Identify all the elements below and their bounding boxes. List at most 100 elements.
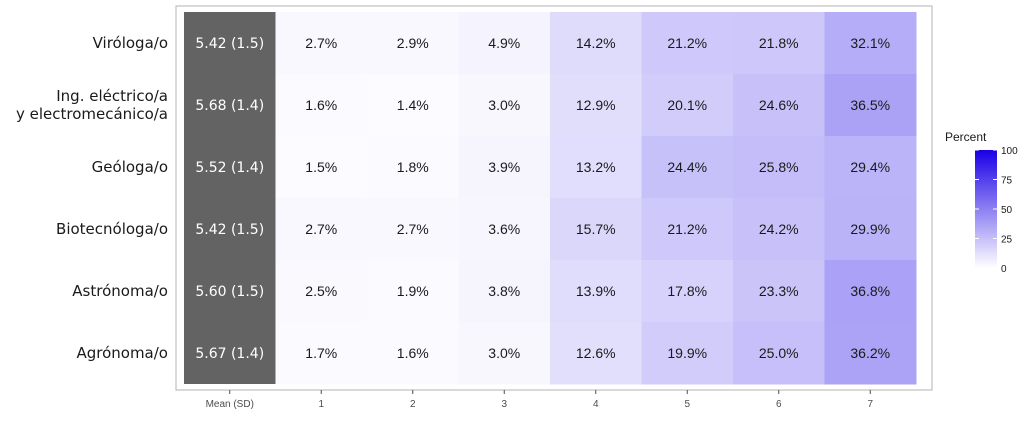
x-tick-label: 7	[867, 399, 873, 410]
row-labels: Viróloga/o Ing. eléctrico/a y electromecán…	[16, 34, 168, 362]
heat-cell	[550, 260, 642, 323]
heat-cell	[550, 136, 642, 199]
legend-tick-label: 25	[1001, 235, 1013, 246]
legend-tick-label: 75	[1001, 176, 1013, 187]
heat-cell	[641, 322, 734, 385]
heat-cell	[550, 322, 642, 385]
cell-value-label: 1.6%	[305, 97, 337, 113]
mean-cell	[184, 74, 276, 136]
mean-cell	[184, 260, 276, 322]
cell-value-label: 21.8%	[759, 35, 799, 51]
cell-value-label: 24.4%	[667, 159, 707, 175]
heat-cell	[458, 198, 551, 261]
heat-cell	[550, 74, 642, 137]
mean-sd-label: 5.67 (1.4)	[195, 346, 264, 362]
cell-value-label: 25.0%	[759, 345, 799, 361]
heat-cell	[458, 136, 551, 199]
cell-value-label: 1.5%	[305, 159, 337, 175]
heat-cell	[275, 198, 368, 261]
cell-value-label: 20.1%	[667, 97, 707, 113]
row-label: Agrónoma/o	[76, 344, 168, 362]
mean-sd-label: 5.42 (1.5)	[195, 222, 264, 238]
mean-sd-label: 5.68 (1.4)	[195, 98, 264, 114]
cell-value-label: 2.5%	[305, 283, 337, 299]
cell-value-label: 29.9%	[850, 221, 890, 237]
heat-cell	[367, 136, 459, 199]
cell-value-label: 23.3%	[759, 283, 799, 299]
row-label: Astrónoma/o	[72, 282, 168, 300]
heat-cell	[275, 260, 368, 323]
heat-cell	[824, 322, 917, 385]
heat-cell	[367, 198, 459, 261]
cell-value-label: 3.0%	[488, 97, 520, 113]
cell-value-label: 21.2%	[667, 35, 707, 51]
cell-value-label: 36.2%	[850, 345, 890, 361]
legend-tick-label: 0	[1001, 264, 1007, 275]
cell-value-label: 21.2%	[667, 221, 707, 237]
heat-cell	[458, 322, 551, 385]
cell-value-label: 29.4%	[850, 159, 890, 175]
cell-value-label: 12.6%	[576, 345, 616, 361]
mean-cell	[184, 322, 276, 384]
cell-value-label: 4.9%	[488, 35, 520, 51]
cell-value-label: 24.6%	[759, 97, 799, 113]
x-tick-label: 3	[501, 399, 507, 410]
mean-cell	[184, 136, 276, 198]
heat-cell	[733, 12, 825, 75]
cell-value-label: 1.8%	[397, 159, 429, 175]
heat-cell	[641, 260, 734, 323]
cell-value-label: 2.9%	[397, 35, 429, 51]
cell-value-label: 2.7%	[305, 221, 337, 237]
heat-cell	[275, 136, 368, 199]
heat-cell	[458, 260, 551, 323]
cell-value-label: 2.7%	[305, 35, 337, 51]
row-label: Ing. eléctrico/a y electromecánico/a	[16, 87, 168, 123]
heat-cell	[275, 12, 368, 75]
heatmap-cells: 5.42 (1.5) 2.7% 2.9% 4.9% 14.2% 21.2% 21.8% 32.…	[184, 12, 917, 385]
cell-value-label: 1.6%	[397, 345, 429, 361]
heat-cell	[824, 74, 917, 137]
heat-cell	[733, 260, 825, 323]
x-tick-label: 2	[410, 399, 416, 410]
heat-cell	[733, 322, 825, 385]
cell-value-label: 3.8%	[488, 283, 520, 299]
heat-cell	[641, 198, 734, 261]
legend: Percent 100 75 50 25 0	[945, 130, 1018, 275]
x-axis-ticks: Mean (SD) 1 2 3 4 5 6 7	[206, 390, 873, 410]
x-tick-label: Mean (SD)	[206, 399, 254, 410]
cell-value-label: 15.7%	[576, 221, 616, 237]
x-tick-label: 5	[684, 399, 690, 410]
heat-cell	[824, 260, 917, 323]
heat-cell	[367, 12, 459, 75]
mean-sd-label: 5.52 (1.4)	[195, 160, 264, 176]
row-label: Geóloga/o	[92, 158, 168, 176]
heat-cell	[733, 74, 825, 137]
heat-cell	[641, 74, 734, 137]
cell-value-label: 13.9%	[576, 283, 616, 299]
heat-cell	[550, 198, 642, 261]
cell-value-label: 1.9%	[397, 283, 429, 299]
legend-colorbar	[975, 150, 997, 268]
heat-cell	[458, 12, 551, 75]
heat-cell	[275, 74, 368, 137]
row-label: Viróloga/o	[93, 34, 168, 52]
cell-value-label: 36.5%	[850, 97, 890, 113]
cell-value-label: 19.9%	[667, 345, 707, 361]
legend-tick-label: 100	[1001, 146, 1018, 157]
heat-cell	[733, 136, 825, 199]
cell-value-label: 3.0%	[488, 345, 520, 361]
legend-tick-label: 50	[1001, 205, 1013, 216]
cell-value-label: 1.7%	[305, 345, 337, 361]
cell-value-label: 36.8%	[850, 283, 890, 299]
cell-value-label: 17.8%	[667, 283, 707, 299]
x-tick-label: 6	[776, 399, 782, 410]
mean-cell	[184, 12, 276, 74]
cell-value-label: 3.9%	[488, 159, 520, 175]
x-tick-label: 1	[318, 399, 324, 410]
heat-cell	[824, 12, 917, 75]
mean-sd-label: 5.42 (1.5)	[195, 36, 264, 52]
cell-value-label: 3.6%	[488, 221, 520, 237]
mean-cell	[184, 198, 276, 260]
heat-cell	[367, 74, 459, 137]
